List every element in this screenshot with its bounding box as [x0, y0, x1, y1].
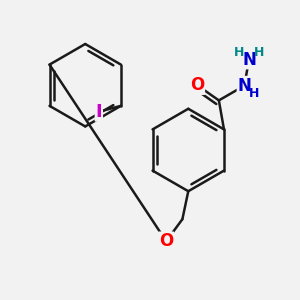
Text: H: H — [249, 87, 259, 101]
Text: O: O — [159, 232, 173, 250]
Text: H: H — [254, 46, 265, 59]
Text: H: H — [233, 46, 244, 59]
Text: N: N — [242, 51, 256, 69]
Text: O: O — [190, 76, 204, 94]
Text: N: N — [237, 77, 251, 95]
Text: I: I — [95, 103, 102, 121]
